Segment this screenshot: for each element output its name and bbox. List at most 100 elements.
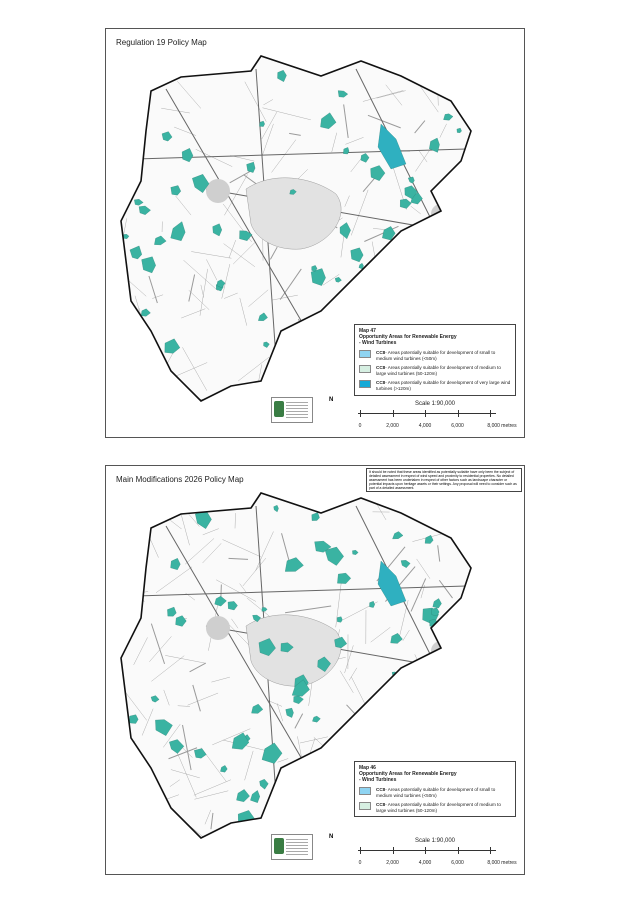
opportunity-area [377,123,407,170]
road [415,148,431,172]
road [231,618,239,629]
opportunity-area [220,765,228,773]
opportunity-area [324,546,344,566]
legend-code: CC8 [376,380,386,386]
road [182,347,208,391]
road [223,243,255,267]
legend-heading: Opportunity Areas for Renewable Energy [359,334,457,340]
road [263,99,273,106]
opportunity-area [339,222,351,240]
opportunity-area [154,235,167,246]
opportunity-area [258,638,276,656]
opportunity-area [261,607,268,612]
road [221,402,235,404]
road [222,539,262,558]
road [148,275,158,304]
road [210,812,214,830]
road [359,274,401,298]
opportunity-area [311,265,318,272]
legend-swatch [359,380,371,389]
road [177,81,202,109]
scale-tick [360,847,361,854]
road [233,242,256,265]
road [397,260,409,272]
road [454,685,471,696]
opportunity-area [273,505,279,513]
opportunity-area [150,695,160,703]
road [173,362,208,378]
road [110,601,116,634]
road [262,123,274,156]
opportunity-area [377,560,407,607]
road [193,779,231,796]
road [430,279,440,302]
scale-tick-label: 2,000 [386,423,399,429]
road [106,494,118,510]
road [177,705,190,707]
logo-line [286,845,308,846]
road [294,713,304,729]
opportunity-area [314,540,332,553]
road [152,294,164,299]
road [161,107,190,114]
legend-swatch [359,350,371,358]
road [472,207,474,255]
opportunity-area [320,112,337,129]
road [202,543,222,564]
road [413,705,444,734]
road [129,101,144,106]
opportunity-area [259,120,265,127]
road [349,667,358,681]
legend: Map 47 Opportunity Areas for Renewable En… [354,324,516,396]
opportunity-area [336,616,343,623]
north-arrow: N [329,834,334,840]
opportunity-area [181,148,194,163]
opportunity-area [311,512,320,521]
opportunity-area [312,715,321,723]
road [437,545,441,562]
opportunity-area [194,748,207,759]
road [346,704,382,742]
main-road [165,525,307,767]
logo [271,834,313,860]
opportunity-area [317,656,331,672]
scale-tick [425,847,426,854]
opportunity-area [334,636,348,649]
road [184,538,215,565]
road [293,763,299,781]
legend-text: CC8- Areas potentially suitable for deve… [376,787,511,798]
legend-subheading: - Wind Turbines [359,340,397,346]
road [188,274,196,302]
road [191,251,232,259]
scale-tick-label: 6,000 [451,860,464,866]
road [176,751,197,798]
opportunity-area [169,739,185,754]
road [410,578,427,612]
road [414,120,426,134]
logo [271,397,313,423]
opportunity-area [352,550,359,555]
road [172,493,199,500]
road [121,114,129,143]
road [344,195,350,207]
road [199,268,208,316]
scale-tick-label: 8,000 metres [487,423,517,429]
road [261,112,277,140]
opportunity-area [390,633,403,644]
opportunity-area [263,341,270,348]
logo-line [286,402,308,403]
logo-line [286,848,308,849]
scale-label: Scale 1:90,000 [414,838,456,844]
opportunity-area [410,192,423,205]
road [121,558,145,602]
main-road [135,585,467,597]
map-frame: Regulation 19 Policy Map Map 47 Opportunit… [105,28,525,438]
road [376,90,406,99]
scale-tick-label: 2,000 [386,860,399,866]
opportunity-area [236,789,250,802]
road [443,751,460,754]
county-boundary [120,55,472,402]
road [437,621,448,628]
scale-tick-label: 8,000 metres [487,860,517,866]
road [271,139,297,173]
